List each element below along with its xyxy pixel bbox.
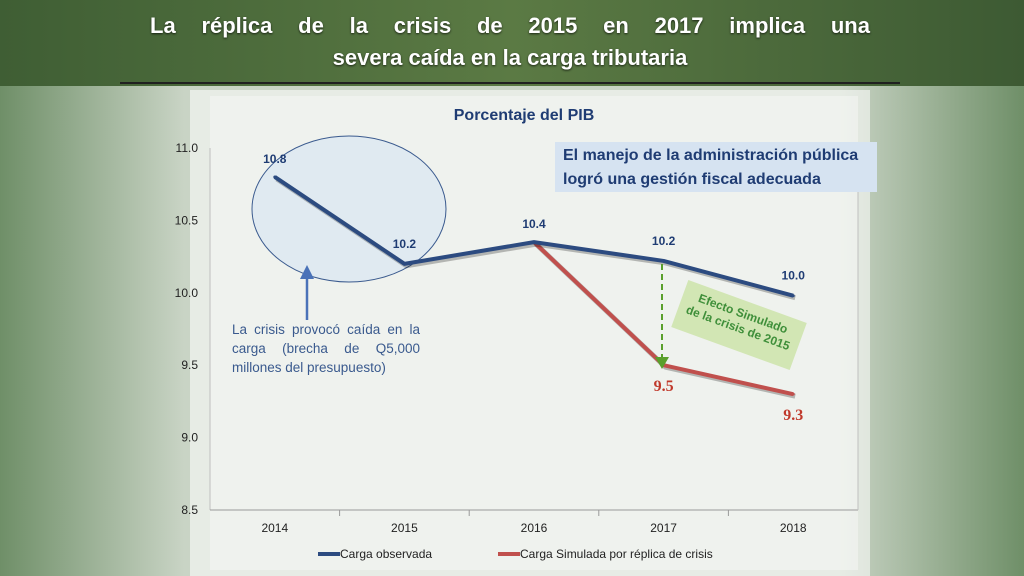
observed-data-label: 10.4 xyxy=(522,217,546,231)
crisis-arrow-head xyxy=(300,265,314,279)
x-tick-label: 2018 xyxy=(780,521,807,535)
chart-title: Porcentaje del PIB xyxy=(454,107,595,124)
crisis-note: La crisis provocó caída en la carga (bre… xyxy=(232,322,420,375)
observed-data-label: 10.0 xyxy=(782,269,806,283)
crisis-ellipse xyxy=(251,135,447,283)
x-tick-label: 2017 xyxy=(650,521,677,535)
series-layer xyxy=(273,175,796,399)
x-tick-labels: 2014 2015 2016 2017 2018 xyxy=(261,510,807,535)
y-tick-labels: 11.0 10.5 10.0 9.5 9.0 8.5 xyxy=(175,141,199,517)
simulated-data-label: 9.5 xyxy=(654,378,674,395)
legend: Carga observada Carga Simulada por réplic… xyxy=(318,547,713,561)
y-tick-label: 8.5 xyxy=(181,503,198,517)
y-tick-label: 9.5 xyxy=(181,358,198,372)
data-point xyxy=(532,240,536,244)
observed-data-label: 10.2 xyxy=(652,234,676,248)
legend-label: Carga observada xyxy=(340,547,432,561)
data-point xyxy=(273,175,277,179)
observed-data-label: 10.8 xyxy=(263,152,287,166)
data-point xyxy=(402,262,406,266)
observed-data-label: 10.2 xyxy=(393,237,417,251)
y-tick-label: 10.0 xyxy=(175,286,199,300)
title-divider xyxy=(120,82,900,84)
y-tick-label: 10.5 xyxy=(175,213,199,227)
y-tick-label: 11.0 xyxy=(176,141,199,155)
management-callout: El manejo de la administración pública l… xyxy=(555,142,877,192)
data-point xyxy=(791,392,795,396)
legend-label: Carga Simulada por réplica de crisis xyxy=(520,547,713,561)
y-tick-label: 9.0 xyxy=(181,431,198,445)
simulated-data-label: 9.3 xyxy=(783,407,803,424)
data-point xyxy=(791,294,795,298)
slide-title: La réplica de la crisis de 2015 en 2017 … xyxy=(150,10,870,74)
data-labels: 10.8 10.2 10.4 10.2 10.0 9.5 9.3 xyxy=(263,152,805,424)
effect-arrow-head xyxy=(655,357,669,369)
data-point xyxy=(662,259,666,263)
title-line-2: severa caída en la carga tributaria xyxy=(332,45,688,70)
x-tick-label: 2016 xyxy=(521,521,548,535)
x-tick-label: 2014 xyxy=(261,521,288,535)
title-line-1: La réplica de la crisis de 2015 en 2017 … xyxy=(150,13,870,38)
x-tick-label: 2015 xyxy=(391,521,418,535)
